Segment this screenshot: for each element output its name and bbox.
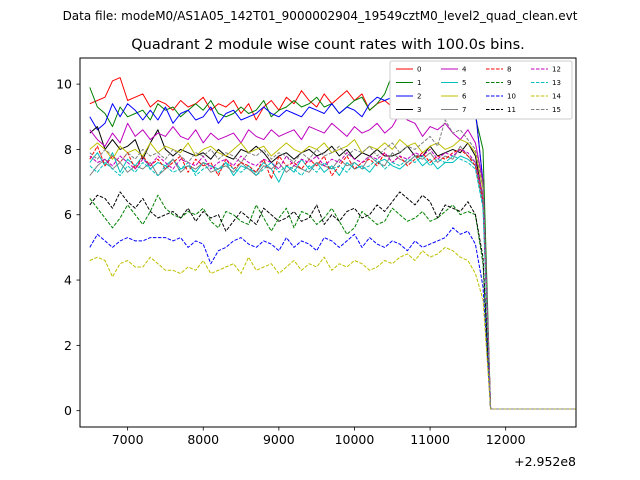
y-axis: 0 2 4 6 8 10 — [56, 77, 80, 418]
legend-label-11: 11 — [507, 106, 516, 114]
legend-label-5: 5 — [462, 79, 466, 87]
series-line-12 — [89, 148, 576, 410]
plot-frame — [79, 57, 577, 428]
series-line-9 — [89, 194, 576, 410]
series-line-14 — [89, 246, 576, 410]
legend-label-14: 14 — [552, 93, 561, 101]
series-line-6 — [89, 139, 576, 410]
legend-label-13: 13 — [552, 79, 561, 87]
x-tick-label: 8000 — [187, 432, 219, 447]
y-tick-label: 6 — [64, 207, 72, 222]
legend-label-15: 15 — [552, 106, 561, 114]
y-tick-label: 8 — [64, 142, 72, 157]
series-line-2 — [89, 96, 576, 410]
series-layer — [89, 73, 576, 410]
legend-label-7: 7 — [462, 106, 466, 114]
y-tick-label: 0 — [64, 403, 72, 418]
y-tick-label: 4 — [64, 273, 72, 288]
legend-label-2: 2 — [417, 93, 421, 101]
series-line-15 — [89, 119, 576, 410]
series-line-5 — [89, 152, 576, 410]
y-tick-label: 2 — [64, 338, 72, 353]
series-line-10 — [89, 227, 576, 410]
series-line-3 — [89, 126, 576, 410]
series-line-4 — [89, 113, 576, 410]
legend-label-8: 8 — [507, 66, 511, 74]
legend-label-3: 3 — [417, 106, 421, 114]
series-line-13 — [89, 155, 576, 410]
y-tick-label: 10 — [56, 77, 72, 92]
series-line-7 — [89, 145, 576, 410]
x-offset-label: +2.952e8 — [514, 454, 576, 469]
x-tick-label: 12000 — [486, 432, 526, 447]
x-tick-label: 7000 — [112, 432, 144, 447]
legend-label-4: 4 — [462, 66, 467, 74]
legend-label-0: 0 — [417, 66, 421, 74]
legend-label-12: 12 — [552, 66, 561, 74]
legend-label-6: 6 — [462, 93, 467, 101]
x-tick-label: 10000 — [335, 432, 375, 447]
x-axis: 7000 8000 9000 10000 11000 12000 — [112, 427, 526, 447]
legend-label-10: 10 — [507, 93, 516, 101]
legend-label-1: 1 — [417, 79, 421, 87]
series-line-1 — [89, 73, 576, 410]
series-line-8 — [89, 145, 576, 410]
legend-label-9: 9 — [507, 79, 511, 87]
x-tick-label: 11000 — [410, 432, 450, 447]
legend-frame — [389, 60, 573, 120]
suptitle: Data file: modeM0/AS1A05_142T01_90000029… — [63, 9, 578, 23]
series-line-11 — [89, 191, 576, 410]
x-tick-label: 9000 — [263, 432, 295, 447]
chart-title: Quadrant 2 module wise count rates with … — [131, 37, 525, 53]
